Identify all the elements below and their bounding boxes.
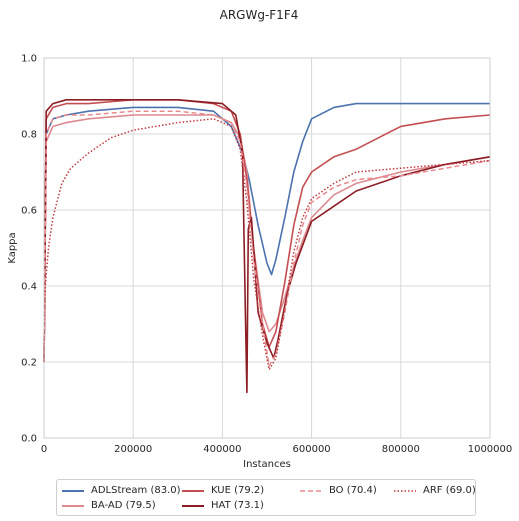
x-tick-label: 400000 (203, 444, 241, 455)
y-tick-label: 1.0 (21, 54, 37, 65)
x-tick-label: 1000000 (468, 444, 513, 455)
legend-label-bo: BO (70.4) (329, 485, 377, 496)
y-tick-label: 0.4 (21, 282, 37, 293)
tick-labels: 0 200000 400000 600000 800000 1000000 0.0 0.2 0.… (21, 54, 512, 456)
legend-label-kue: KUE (79.2) (211, 485, 265, 496)
series-line-ba-ad (43, 114, 491, 363)
x-tick-label: 800000 (382, 444, 420, 455)
x-tick-label: 0 (41, 444, 47, 455)
x-tick-label: 200000 (114, 444, 152, 455)
series-line-hat (43, 99, 491, 394)
legend-swatch-ba-ad (62, 505, 84, 507)
chart-title: ARGWg-F1F4 (220, 8, 299, 22)
legend-label-ba-ad: BA-AD (79.5) (91, 500, 156, 511)
y-tick-label: 0.8 (21, 130, 37, 141)
legend-label-adlstream: ADLStream (83.0) (91, 485, 181, 496)
grid (43, 57, 491, 439)
legend: ADLStream (83.0) BA-AD (79.5) KUE (79.2)… (56, 479, 476, 516)
legend-swatch-arf (394, 490, 416, 492)
plot-frame (43, 57, 491, 439)
legend-swatch-bo (300, 490, 322, 492)
x-tick-label: 600000 (293, 444, 331, 455)
legend-swatch-hat (182, 505, 204, 507)
legend-swatch-kue (182, 490, 204, 492)
series-line-adlstream (43, 102, 490, 363)
y-tick-label: 0.6 (21, 206, 37, 217)
y-axis-label: Kappa (7, 232, 18, 263)
series-lines (43, 99, 491, 394)
legend-label-hat: HAT (73.1) (211, 500, 264, 511)
legend-swatch-adlstream (62, 490, 84, 492)
x-axis-label: Instances (243, 459, 291, 470)
legend-label-arf: ARF (69.0) (423, 485, 476, 496)
y-tick-label: 0.0 (21, 434, 37, 445)
y-tick-label: 0.2 (21, 358, 37, 369)
series-line-bo (43, 110, 491, 367)
series-line-kue (43, 99, 491, 363)
series-line-arf (43, 118, 491, 371)
